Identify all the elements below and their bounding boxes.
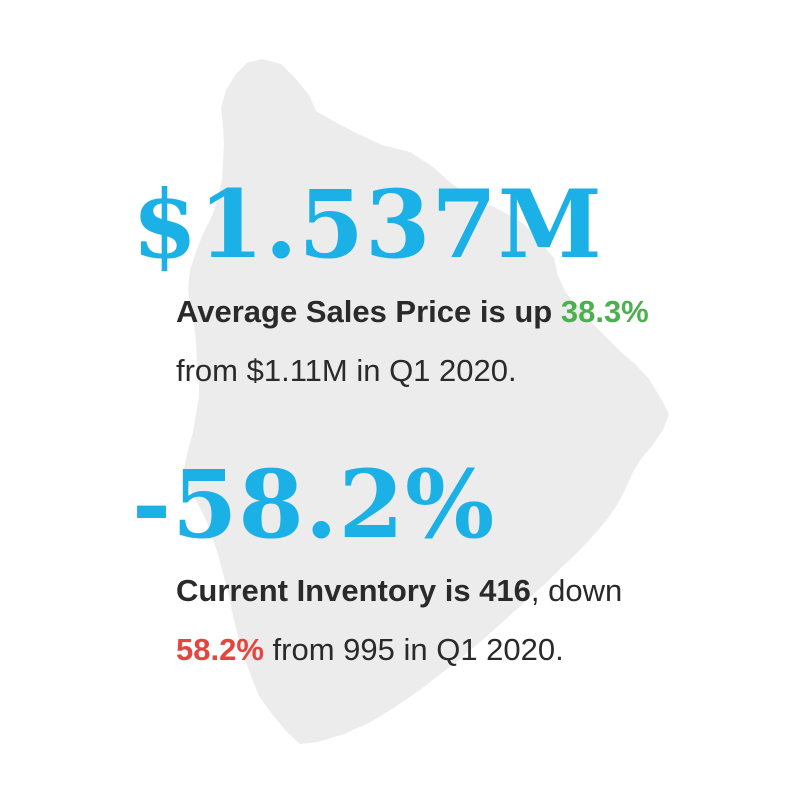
average-price-line-1: Average Sales Price is up 38.3% [176, 282, 776, 341]
average-price-caption: Average Sales Price is up 38.3% from $1.… [176, 282, 776, 400]
average-price-label: Average Sales Price is up [176, 294, 561, 329]
island-shape [184, 59, 669, 744]
inventory-caption: Current Inventory is 416, down 58.2% fro… [176, 561, 776, 679]
inventory-line-1: Current Inventory is 416, down [176, 561, 776, 620]
inventory-direction: , down [530, 573, 623, 608]
average-price-comparison: from $1.11M in Q1 2020. [176, 353, 517, 388]
inventory-comparison: from 995 in Q1 2020. [263, 632, 564, 667]
inventory-label: Current Inventory is 416 [176, 573, 531, 608]
average-price-value: $1.537M [132, 170, 603, 280]
inventory-change: 58.2% [176, 632, 264, 667]
inventory-line-2: 58.2% from 995 in Q1 2020. [176, 620, 776, 679]
inventory-change-value: -58.2% [132, 450, 496, 560]
average-price-change: 38.3% [560, 294, 649, 329]
